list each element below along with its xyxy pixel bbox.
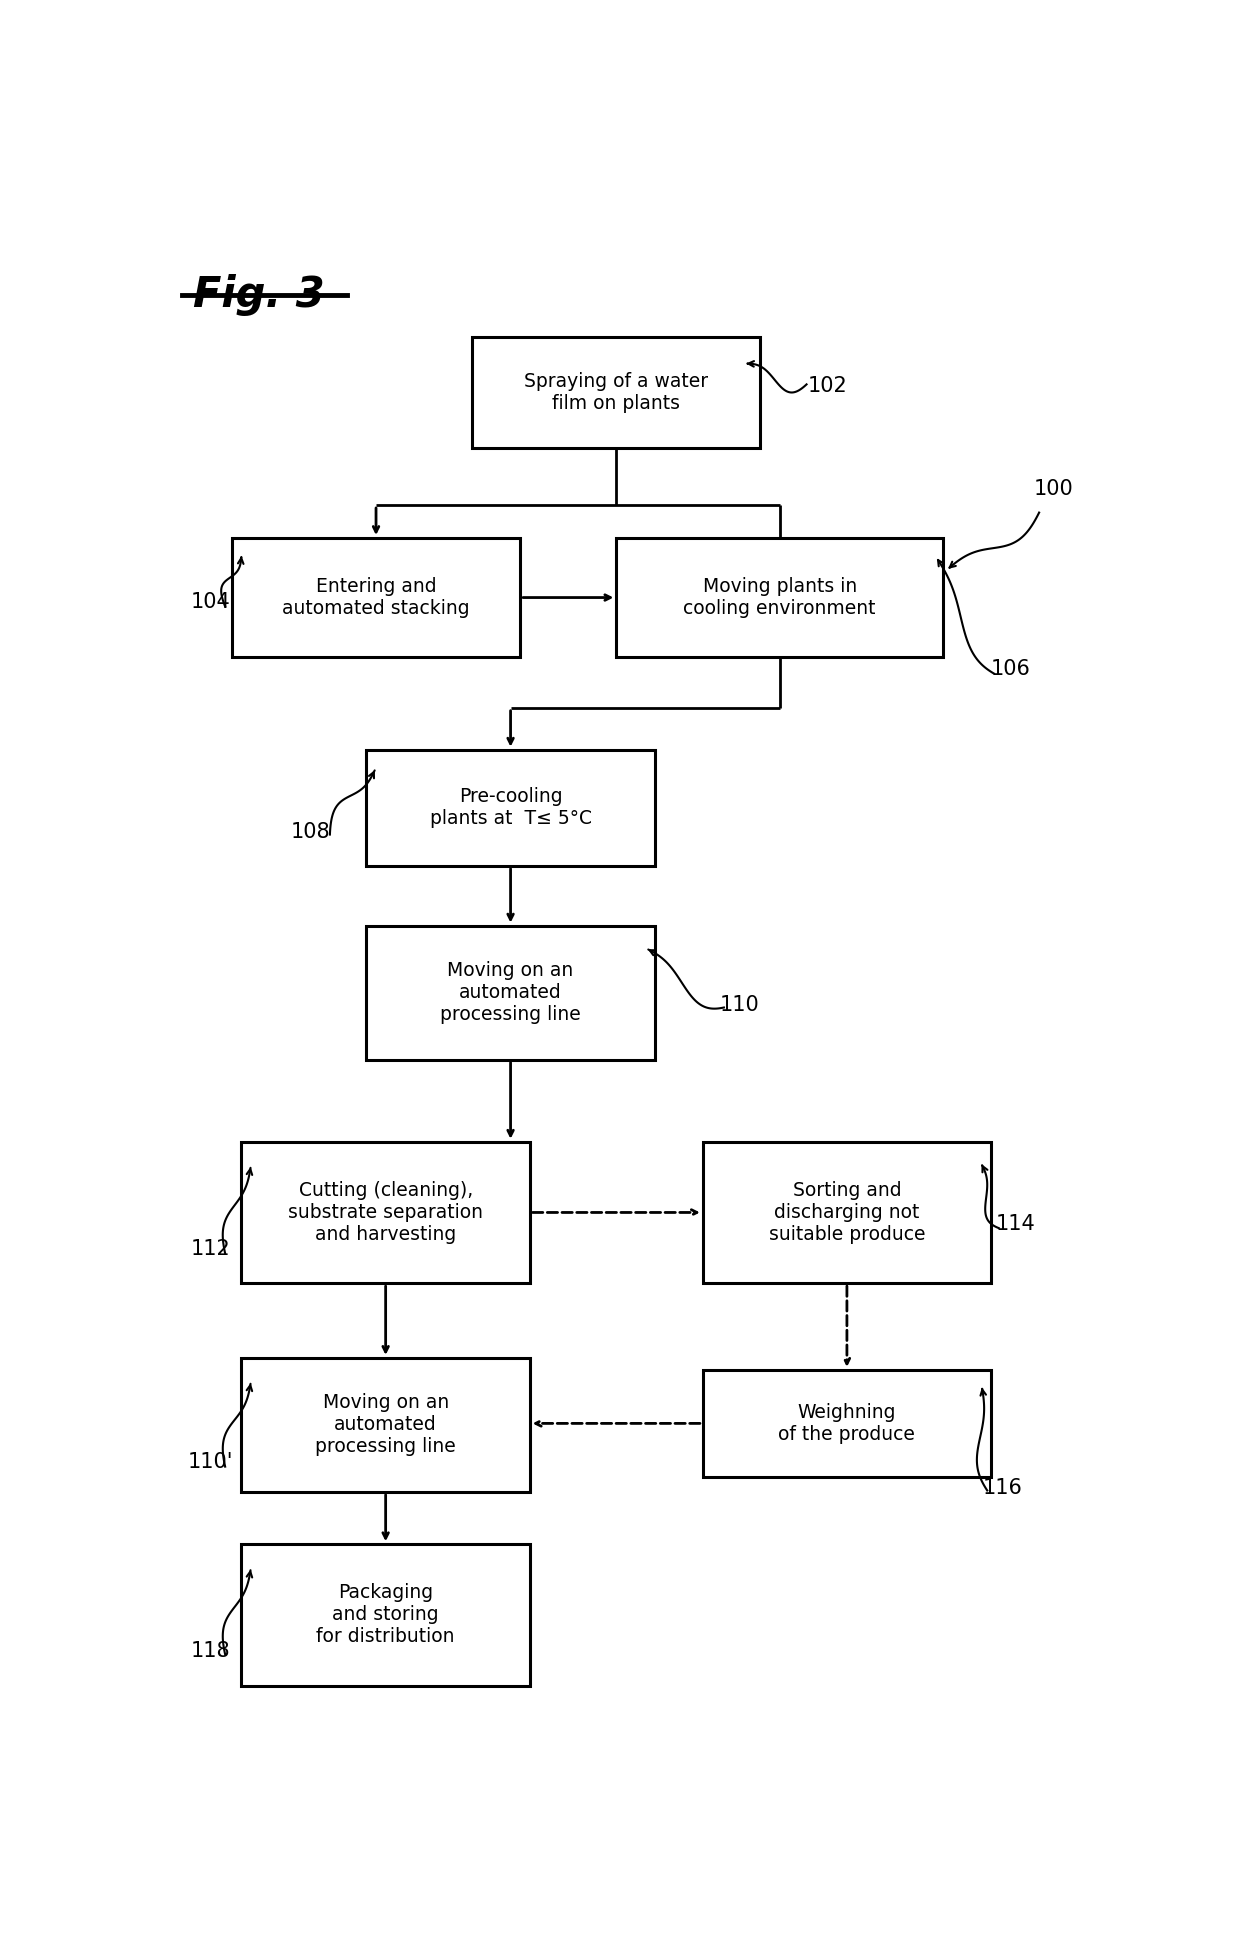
Text: Fig. 3: Fig. 3 (193, 275, 325, 316)
Text: Spraying of a water
film on plants: Spraying of a water film on plants (525, 372, 708, 412)
Text: 100: 100 (1034, 478, 1074, 499)
Text: 110: 110 (719, 995, 759, 1014)
Bar (242, 1357, 529, 1493)
Bar (367, 925, 655, 1059)
Text: Pre-cooling
plants at  T≤ 5°C: Pre-cooling plants at T≤ 5°C (429, 788, 591, 829)
Text: 114: 114 (996, 1214, 1035, 1233)
Text: 112: 112 (191, 1239, 231, 1258)
Text: Cutting (cleaning),
substrate separation
and harvesting: Cutting (cleaning), substrate separation… (288, 1181, 484, 1245)
Bar (616, 538, 942, 656)
Bar (703, 1142, 991, 1284)
Text: Entering and
automated stacking: Entering and automated stacking (283, 577, 470, 618)
Bar (472, 337, 760, 449)
Text: Moving on an
automated
processing line: Moving on an automated processing line (440, 960, 582, 1024)
Text: Packaging
and storing
for distribution: Packaging and storing for distribution (316, 1584, 455, 1646)
Text: 106: 106 (991, 658, 1030, 680)
Bar (242, 1142, 529, 1284)
Bar (367, 749, 655, 865)
Text: 102: 102 (807, 376, 848, 395)
Text: 118: 118 (191, 1642, 231, 1661)
Text: 116: 116 (982, 1477, 1023, 1498)
Bar (703, 1371, 991, 1477)
Bar (232, 538, 521, 656)
Text: 108: 108 (291, 821, 331, 842)
Text: Sorting and
discharging not
suitable produce: Sorting and discharging not suitable pro… (769, 1181, 925, 1245)
Bar (242, 1545, 529, 1686)
Text: Weighning
of the produce: Weighning of the produce (779, 1404, 915, 1444)
Text: 110': 110' (188, 1452, 233, 1471)
Text: Moving on an
automated
processing line: Moving on an automated processing line (315, 1394, 456, 1456)
Text: 104: 104 (191, 592, 231, 612)
Text: Moving plants in
cooling environment: Moving plants in cooling environment (683, 577, 875, 618)
